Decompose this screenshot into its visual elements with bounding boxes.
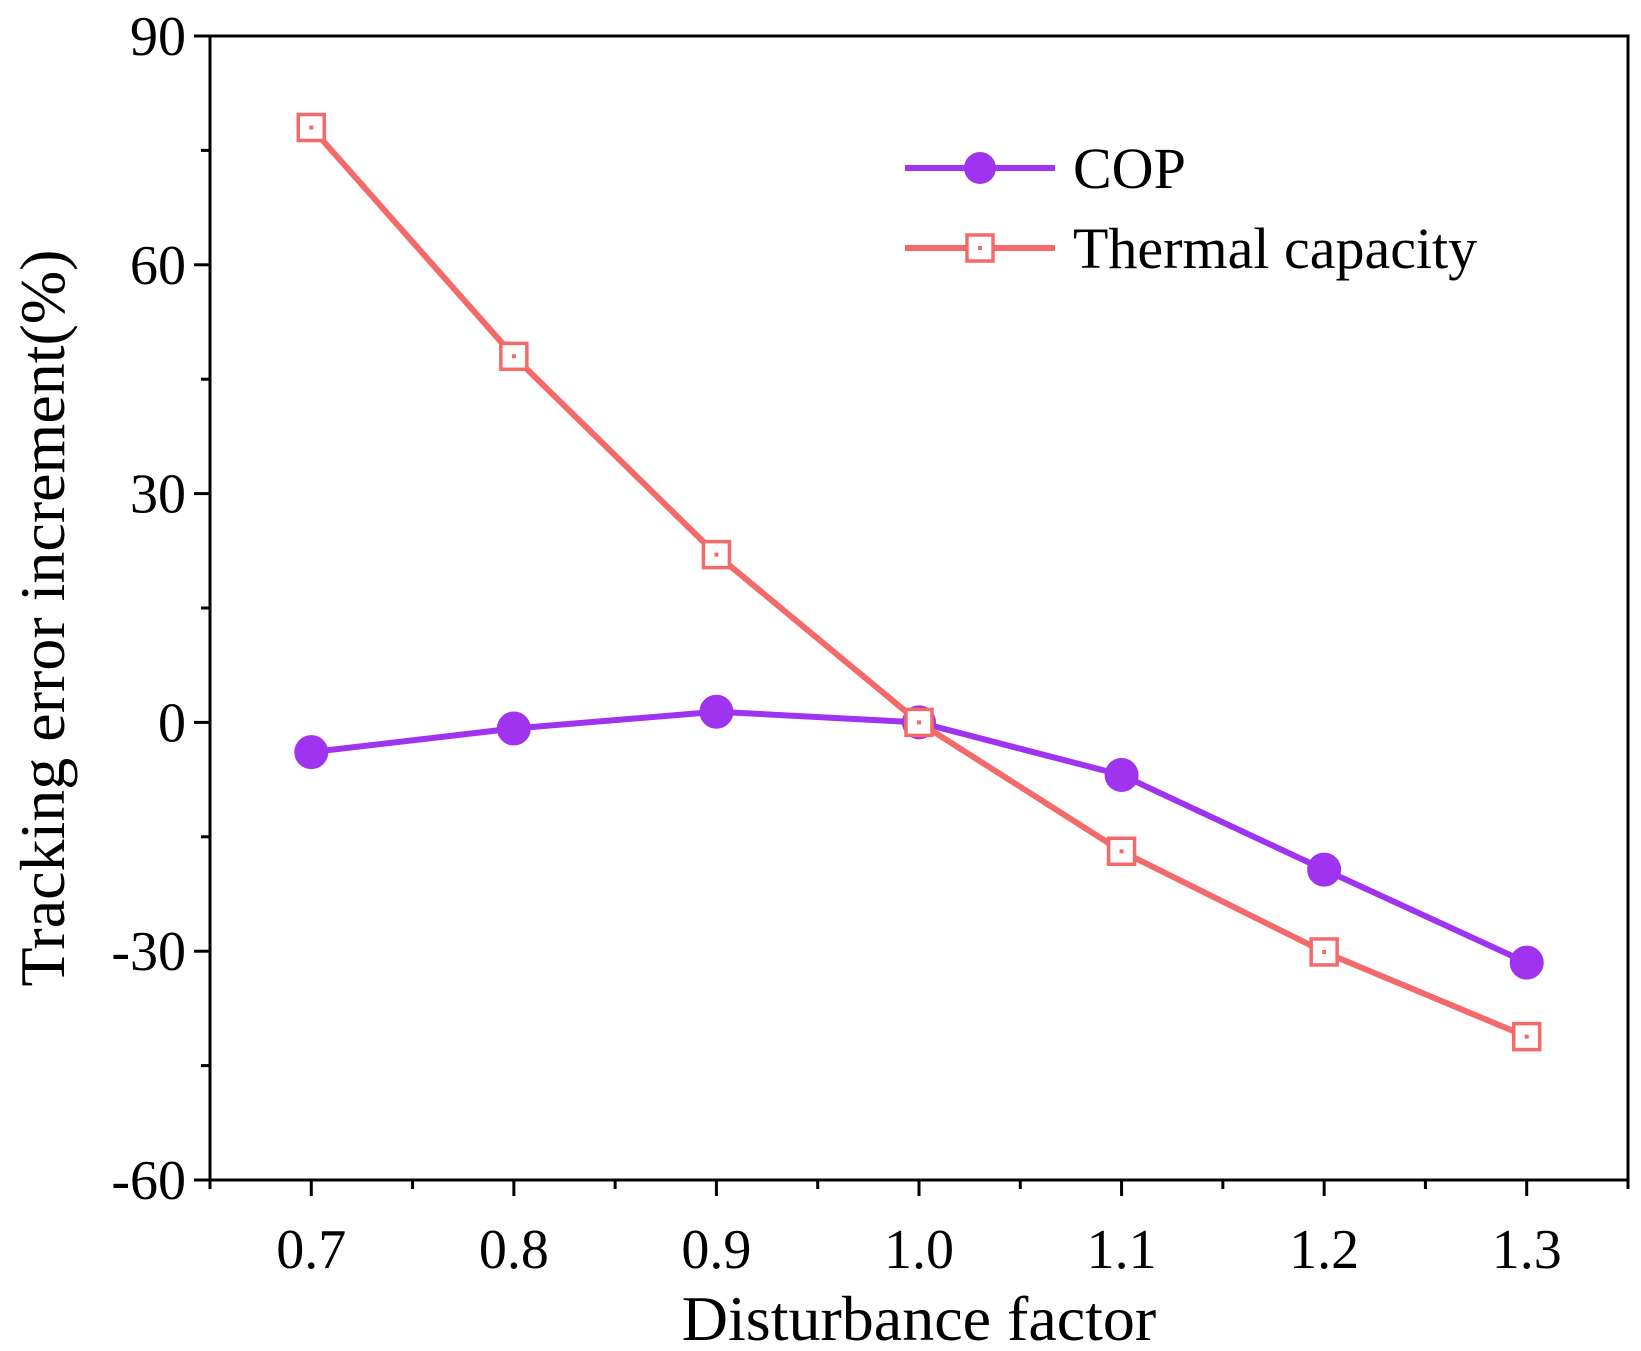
- series-layer: [294, 112, 1544, 1052]
- series-cop: [294, 694, 1544, 980]
- x-tick-label: 1.1: [1087, 1219, 1157, 1281]
- data-point-square-dot: [309, 125, 314, 130]
- y-tick-label: -60: [111, 1150, 186, 1212]
- data-point-square-dot: [917, 720, 921, 725]
- y-tick-label: 90: [130, 6, 186, 68]
- data-point-square-dot: [714, 552, 719, 557]
- y-axis-title: Tracking error increment(%): [7, 250, 78, 987]
- data-point-circle: [294, 735, 329, 770]
- data-point-circle: [1307, 852, 1342, 887]
- data-point-square-dot: [511, 354, 516, 359]
- axes: [208, 34, 1630, 1182]
- plot-frame: [208, 34, 1630, 1182]
- data-point-square-dot: [1322, 949, 1327, 954]
- y-axis-ticks: -60 -30 0 30 60 90: [111, 6, 210, 1212]
- x-tick-label: 0.7: [276, 1219, 346, 1281]
- legend-item: COP: [905, 136, 1186, 201]
- x-tick-label: 0.9: [681, 1219, 751, 1281]
- legend-label: Thermal capacity: [1073, 216, 1477, 281]
- legend-label: COP: [1073, 136, 1186, 201]
- y-tick-label: 60: [130, 235, 186, 297]
- x-tick-label: 1.3: [1492, 1219, 1562, 1281]
- legend-item: Thermal capacity: [905, 216, 1477, 281]
- y-tick-label: 0: [158, 692, 186, 754]
- series-line: [310, 708, 1528, 966]
- x-tick-label: 1.0: [884, 1219, 954, 1281]
- x-tick-label: 0.8: [479, 1219, 549, 1281]
- y-tick-label: 30: [130, 464, 186, 526]
- series-thermal-capacity: [296, 112, 1542, 1052]
- y-tick-label: -30: [111, 921, 186, 983]
- x-axis-title: Disturbance factor: [682, 1283, 1156, 1351]
- data-point-square: [499, 341, 529, 372]
- legend-marker-square: [965, 233, 995, 263]
- x-tick-label: 1.2: [1289, 1219, 1359, 1281]
- legend-marker-circle: [964, 152, 996, 184]
- data-point-circle: [1104, 758, 1139, 793]
- data-point-square-dot: [1119, 849, 1124, 854]
- data-point-circle: [699, 694, 734, 729]
- x-axis-ticks: 0.7 0.8 0.9 1.0 1.1 1.2 1.3: [208, 1180, 1630, 1281]
- data-point-square-dot: [1524, 1034, 1529, 1039]
- legend-marker-square-dot: [978, 246, 982, 250]
- legend: COP Thermal capacity: [905, 136, 1477, 281]
- data-point-circle: [1509, 945, 1544, 980]
- data-point-circle: [496, 711, 531, 746]
